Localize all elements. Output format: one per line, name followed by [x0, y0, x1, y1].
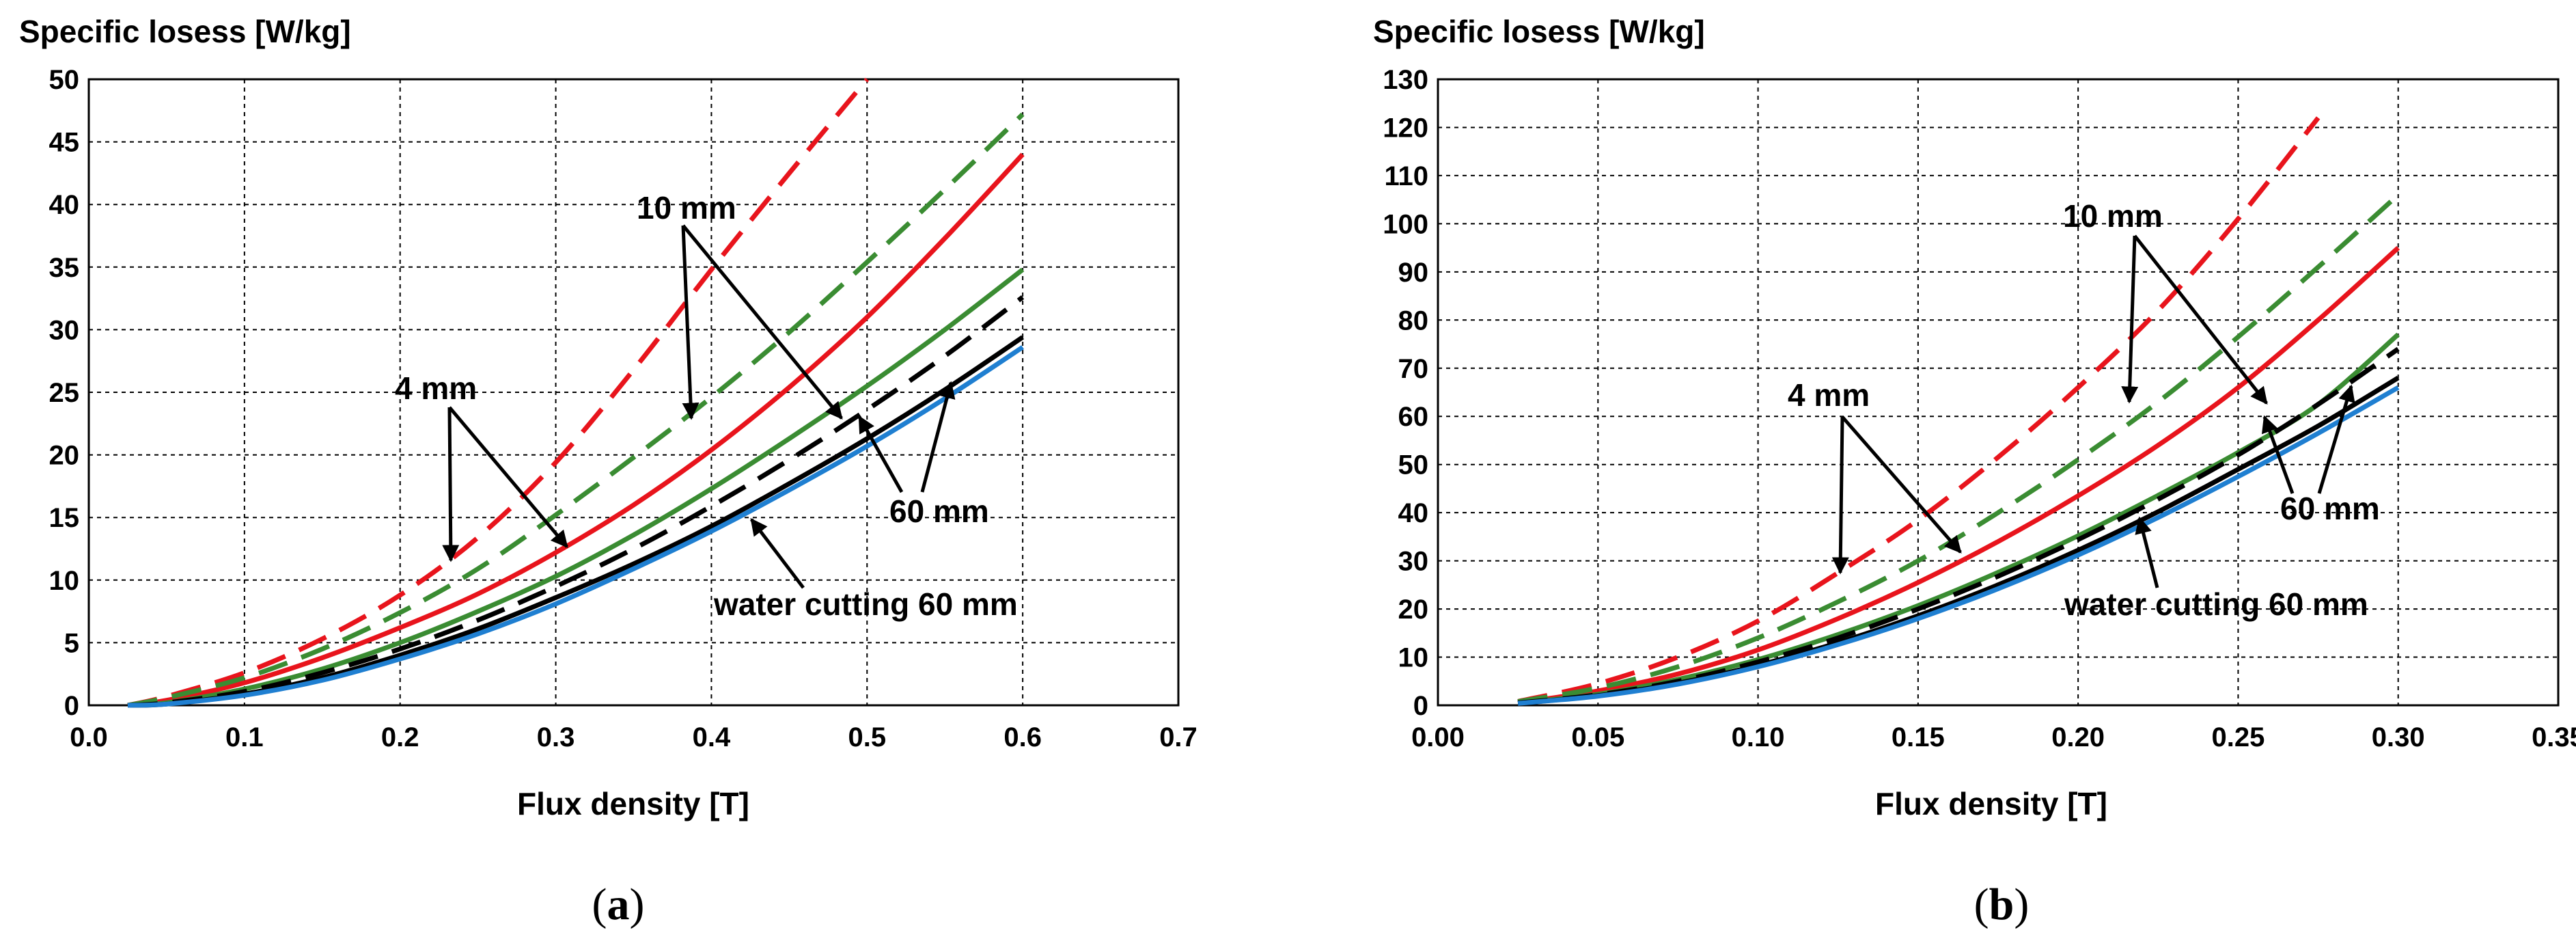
y-tick-label: 40 [1398, 498, 1429, 528]
x-tick-label: 0.7 [1159, 722, 1197, 752]
x-tick-label: 0.15 [1892, 722, 1945, 752]
y-tick-label: 25 [49, 378, 80, 408]
x-tick-label: 0.20 [2051, 722, 2105, 752]
x-tick-label: 0.2 [381, 722, 419, 752]
x-tick-label: 0.4 [693, 722, 731, 752]
series-line-10-mm-solid [127, 267, 1025, 708]
x-tick-label: 0.05 [1571, 722, 1624, 752]
y-tick-label: 90 [1398, 258, 1429, 288]
chart-b-arrow-4mm-solid [1841, 416, 1962, 554]
chart-a-arrow-4mm-dashed [442, 407, 460, 562]
y-tick-label: 30 [1398, 547, 1429, 577]
svg-text:(a): (a) [592, 880, 645, 929]
chart-a-title: Specific losess [W/kg] [19, 14, 351, 49]
y-tick-label: 40 [49, 190, 80, 220]
series-line-4-mm-dashed [1517, 116, 2321, 704]
y-tick-label: 130 [1383, 65, 1428, 95]
chart-b-arrow-10mm-dashed [2121, 235, 2139, 404]
chart-a-annot-4mm: 4 mm [395, 370, 477, 406]
y-tick-label: 20 [49, 441, 80, 471]
y-tick-label: 15 [49, 503, 80, 533]
chart-b-arrow-10mm-solid [2133, 234, 2268, 405]
y-tick-label: 60 [1398, 402, 1429, 432]
chart-b-arrow-60mm-solid [2317, 384, 2355, 494]
chart-a-annot-10mm: 10 mm [637, 190, 736, 226]
caption-b-label: b [1989, 880, 2014, 929]
y-tick-label: 70 [1398, 354, 1429, 384]
chart-b-series [1517, 116, 2400, 706]
caption-a: (a) [592, 880, 645, 929]
x-tick-label: 0.00 [1411, 722, 1465, 752]
chart-b-annot-60mm: 60 mm [2280, 491, 2380, 526]
x-tick-label: 0.10 [1732, 722, 1785, 752]
series-line-10-mm-dashed [127, 112, 1025, 708]
chart-b-arrow-60mm-dashed [2261, 415, 2295, 494]
y-tick-label: 50 [49, 65, 80, 95]
chart-b: 0 10 20 30 40 50 60 70 80 90 100 110 120 130 0.00 0.05… [1373, 14, 2576, 821]
chart-b-arrow-water [2135, 516, 2159, 588]
x-tick-label: 0.0 [70, 722, 108, 752]
chart-a-arrow-4mm-solid [448, 406, 568, 548]
x-tick-label: 0.3 [537, 722, 575, 752]
chart-a-arrow-10mm-solid [682, 224, 843, 420]
chart-a-xlabel: Flux density [T] [517, 786, 749, 821]
y-tick-label: 30 [49, 315, 80, 345]
y-tick-label: 35 [49, 253, 80, 283]
chart-a-annot-60mm: 60 mm [889, 493, 989, 529]
y-tick-label: 10 [49, 566, 80, 596]
chart-a-arrow-60mm-dashed [857, 415, 904, 493]
x-tick-label: 0.25 [2211, 722, 2265, 752]
chart-a-arrow-water [750, 518, 805, 589]
chart-a-plot-area [87, 78, 1180, 707]
chart-b-annotations: 10 mm 4 mm 60 mm water cutting 60 mm [1788, 198, 2380, 622]
x-tick-label: 0.35 [2532, 722, 2576, 752]
y-tick-label: 100 [1383, 209, 1428, 239]
y-tick-label: 50 [1398, 450, 1429, 480]
caption-a-label: a [607, 880, 630, 929]
y-tick-label: 20 [1398, 595, 1429, 625]
y-tick-label: 45 [49, 128, 80, 158]
chart-a-grid [89, 79, 1178, 705]
y-tick-label: 80 [1398, 305, 1429, 336]
series-line-water-cutting-60-mm-solid [1517, 385, 2400, 706]
chart-a-arrow-60mm-solid [920, 381, 956, 493]
series-line-4-mm-solid [1517, 246, 2400, 705]
series-line-10-mm-dashed [1517, 193, 2400, 704]
series-line-10-mm-solid [1517, 332, 2400, 705]
chart-b-xlabel: Flux density [T] [1875, 786, 2107, 821]
x-tick-label: 0.5 [848, 722, 886, 752]
chart-a-arrow-10mm-dashed [681, 225, 700, 420]
y-tick-label: 10 [1398, 643, 1429, 673]
chart-b-annot-4mm: 4 mm [1788, 377, 1870, 413]
y-tick-label: 0 [64, 691, 79, 721]
chart-a-annotations: 10 mm 4 mm 60 mm water cutting 60 mm [395, 190, 1018, 622]
x-tick-label: 0.1 [225, 722, 264, 752]
y-tick-label: 120 [1383, 113, 1428, 143]
chart-b-annot-water: water cutting 60 mm [2064, 586, 2368, 622]
series-line-60-mm-solid [1517, 375, 2400, 706]
x-tick-label: 0.30 [2372, 722, 2425, 752]
y-tick-label: 0 [1413, 691, 1428, 721]
caption-b: (b) [1974, 880, 2030, 929]
series-line-4-mm-solid [127, 152, 1025, 708]
chart-b-title: Specific losess [W/kg] [1373, 14, 1705, 49]
x-tick-label: 0.6 [1003, 722, 1042, 752]
chart-b-annot-10mm: 10 mm [2063, 198, 2163, 234]
chart-b-y-ticks: 0 10 20 30 40 50 60 70 80 90 100 110 120 130 [1383, 65, 1428, 721]
chart-b-x-ticks: 0.00 0.05 0.10 0.15 0.20 0.25 0.30 0.35 [1411, 722, 2576, 752]
svg-text:(b): (b) [1974, 880, 2030, 929]
chart-b-plot-area [1437, 78, 2560, 707]
chart-a-annot-water: water cutting 60 mm [713, 586, 1018, 622]
chart-a-y-ticks: 0 5 10 15 20 25 30 35 40 45 50 [49, 65, 80, 721]
y-tick-label: 5 [64, 628, 79, 658]
series-line-water-cutting-60-mm-solid [127, 345, 1025, 708]
series-line-60-mm-dashed [127, 295, 1025, 708]
y-tick-label: 110 [1384, 161, 1428, 191]
chart-a-x-ticks: 0.0 0.1 0.2 0.3 0.4 0.5 0.6 0.7 [70, 722, 1197, 752]
chart-b-arrow-4mm-dashed [1831, 416, 1849, 575]
